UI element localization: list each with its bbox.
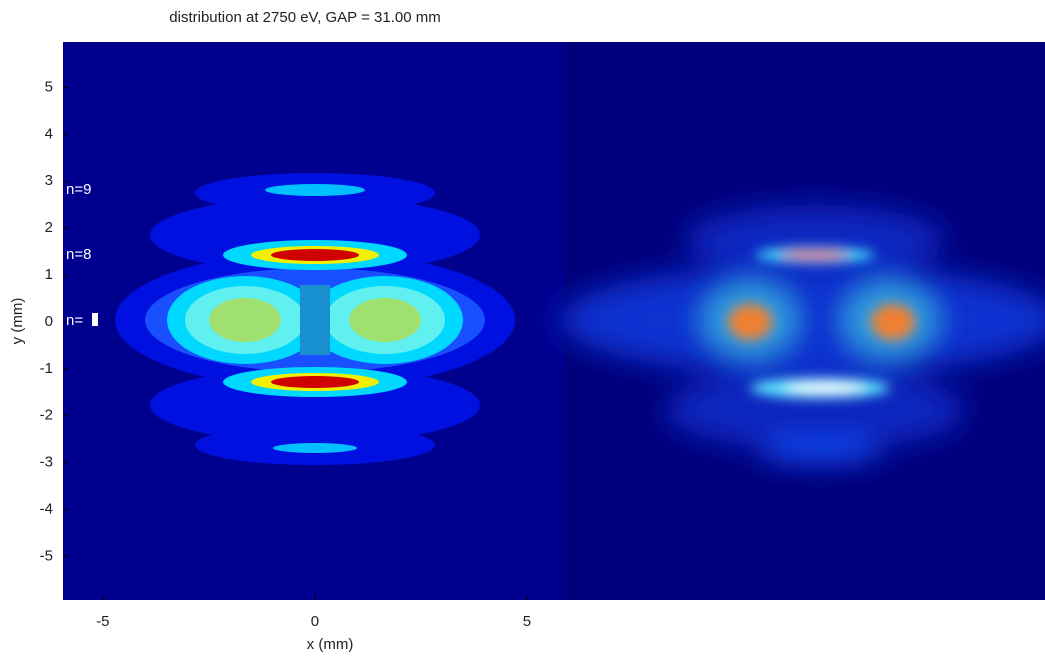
y-tick-label: 1 bbox=[45, 266, 53, 283]
x-tick-label: 5 bbox=[523, 613, 531, 630]
y-tick-label: 5 bbox=[45, 78, 53, 95]
y-tick-label: -4 bbox=[40, 500, 53, 517]
y-tick-label: -3 bbox=[40, 454, 53, 471]
x-tick-label: 0 bbox=[311, 613, 319, 630]
y-axis-label: y (mm) bbox=[9, 298, 26, 345]
simulated-image bbox=[63, 42, 563, 600]
chart-title: distribution at 2750 eV, GAP = 31.00 mm bbox=[169, 9, 440, 26]
y-tick-label: 0 bbox=[45, 313, 53, 330]
annotation: n= bbox=[66, 312, 83, 329]
y-tick-label: 3 bbox=[45, 172, 53, 189]
y-tick-label: -5 bbox=[40, 547, 53, 564]
y-tick-label: -2 bbox=[40, 407, 53, 424]
y-tick-label: 2 bbox=[45, 219, 53, 236]
annotation: n=8 bbox=[66, 246, 91, 263]
x-tick-label: -5 bbox=[96, 613, 109, 630]
x-axis-label: x (mm) bbox=[307, 636, 354, 653]
annotation: n=9 bbox=[66, 181, 91, 198]
y-tick-label: -1 bbox=[40, 360, 53, 377]
y-tick-label: 4 bbox=[45, 125, 53, 142]
annotation-box bbox=[92, 313, 98, 326]
measured-image bbox=[560, 42, 1045, 600]
